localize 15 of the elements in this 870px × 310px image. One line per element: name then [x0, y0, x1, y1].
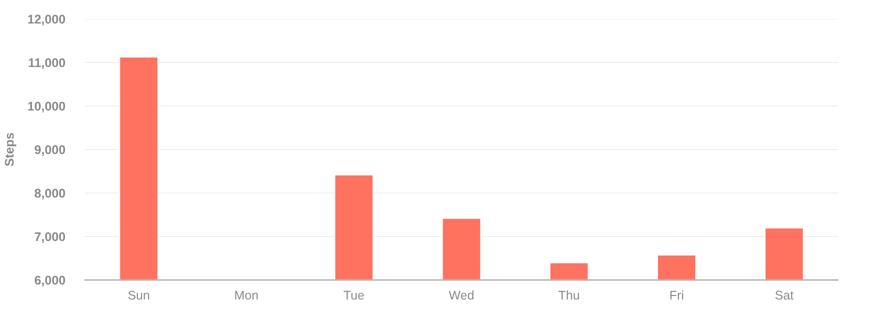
x-tick-label: Tue — [344, 290, 364, 300]
x-tick-label: Sat — [775, 290, 794, 300]
x-tick-label: Sun — [128, 290, 150, 300]
y-tick-label: 7,000 — [34, 232, 66, 243]
y-tick-label: 8,000 — [34, 188, 66, 200]
y-tick-label: 10,000 — [28, 102, 66, 112]
y-tick-label: 12,000 — [28, 14, 66, 26]
x-tick-label: Wed — [448, 290, 474, 300]
x-tick-label: Fri — [670, 290, 684, 300]
x-tick-label: Thu — [558, 290, 580, 300]
y-tick-label: 11,000 — [28, 58, 66, 69]
y-tick-label: 6,000 — [34, 276, 66, 286]
y-tick-label: 9,000 — [34, 145, 66, 156]
y-axis-title: Steps — [4, 132, 16, 166]
x-tick-label: Mon — [235, 290, 258, 300]
